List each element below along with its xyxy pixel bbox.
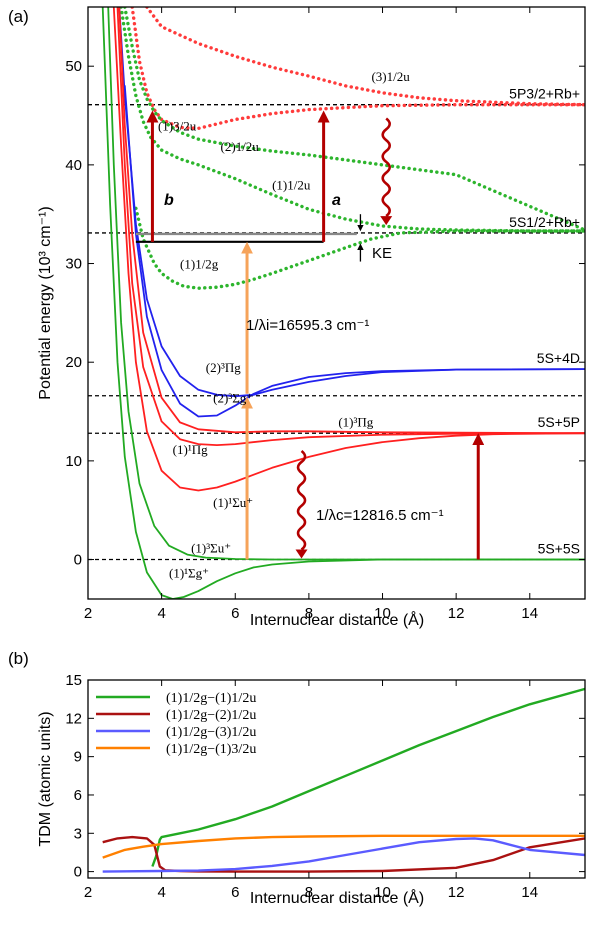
curve-label-1-g: (1)¹Σg⁺	[169, 565, 209, 580]
label-lambda-c: 1/λc=12816.5 cm⁻¹	[316, 507, 444, 524]
a-y-tick-label: 40	[65, 157, 82, 174]
b-y-tick-label: 15	[65, 672, 82, 689]
series-1-g	[101, 7, 585, 599]
panel-a-label: (a)	[8, 7, 29, 26]
asymptote-label-5s-5p: 5S+5P	[538, 414, 580, 430]
tdm-series-1-1-2g-1-1-2u	[151, 687, 585, 867]
b-y-tick-label: 9	[74, 749, 82, 766]
curve-label-3-1-2u: (3)1/2u	[371, 69, 410, 84]
curve-label-1-1-2u: (1)1/2u	[272, 178, 311, 193]
a-x-tick-label: 2	[84, 605, 92, 622]
series-1-g	[116, 7, 585, 447]
curve-label-2-1-2u: (2)1/2u	[221, 139, 260, 154]
series-2-g	[123, 85, 585, 418]
legend-label-1-1-2g-1-1-2u: (1)1/2g−(1)1/2u	[166, 691, 256, 706]
b-x-tick-label: 14	[521, 884, 538, 901]
a-y-ticks: 0 10 20 30 40 50	[65, 58, 585, 569]
a-y-tick-label: 50	[65, 58, 82, 75]
asymptote-label-5s-5s: 5S+5S	[538, 541, 580, 557]
series-1-g	[118, 7, 585, 435]
series-2-1-2u	[123, 7, 585, 232]
label-a: a	[332, 192, 341, 209]
a-y-tick-label: 30	[65, 256, 82, 273]
wavy-arrow-upper	[381, 117, 391, 218]
b-series-group	[102, 687, 585, 873]
curve-label-1-g: (1)¹Πg	[173, 442, 208, 457]
curve-label-1-u: (1)¹Σu⁺	[213, 495, 253, 510]
curve-label-1-3-2u: (1)3/2u	[158, 118, 197, 133]
asymptote-label-5s1-2-rb: 5S1/2+Rb+	[509, 214, 580, 230]
a-y-axis-label: Potential energy (10³ cm⁻¹)	[37, 206, 54, 399]
curve-label-1-u: (1)³Σu⁺	[191, 541, 231, 556]
b-y-tick-label: 3	[74, 825, 82, 842]
a-x-tick-label: 10	[374, 605, 391, 622]
a-x-tick-label: 4	[157, 605, 165, 622]
a-x-tick-label: 8	[305, 605, 313, 622]
b-x-tick-label: 6	[231, 884, 239, 901]
b-y-tick-label: 12	[65, 710, 82, 727]
a-x-axis-label: Internuclear distance (Å)	[250, 610, 424, 629]
series-1-u	[112, 7, 585, 492]
b-x-ticks: 2 4 6 8 10 12 14	[84, 680, 538, 901]
legend-label-1-1-2g-3-1-2u: (1)1/2g−(3)1/2u	[166, 725, 256, 740]
b-y-tick-label: 0	[74, 864, 82, 881]
wavy-arrow-upper-head	[380, 216, 393, 226]
label-lambda-i: 1/λi=16595.3 cm⁻¹	[246, 317, 369, 334]
b-plot-frame	[87, 679, 586, 879]
b-x-tick-label: 2	[84, 884, 92, 901]
a-x-tick-label: 12	[448, 605, 465, 622]
panel-a: (a) 2 4 6 8 10 12 14 0 10 20 30 40 50 (3)1/2u (1)3/2…	[8, 6, 586, 629]
curve-label-2-g: (2)³Πg	[206, 360, 241, 375]
b-y-tick-label: 6	[74, 787, 82, 804]
panel-b-label: (b)	[8, 649, 29, 668]
a-x-tick-label: 6	[231, 605, 239, 622]
series-2-g	[118, 7, 585, 398]
b-y-axis-label: TDM (atomic units)	[37, 711, 54, 846]
a-asymptote-labels: 5P3/2+Rb+ 5S1/2+Rb+ 5S+4D 5S+5P 5S+5S	[509, 86, 580, 557]
tdm-series-1-1-2g-1-3-2u	[102, 834, 585, 859]
asymptote-label-5s-4d: 5S+4D	[537, 350, 580, 366]
a-x-tick-label: 14	[521, 605, 538, 622]
curve-label-1-1-2g: (1)1/2g	[180, 256, 219, 271]
tdm-series-1-1-2g-3-1-2u	[102, 837, 585, 873]
a-plot-frame	[87, 6, 586, 600]
a-y-tick-label: 0	[74, 552, 82, 569]
a-transition-arrows	[135, 110, 485, 560]
wavy-arrow-lower	[296, 449, 307, 551]
b-x-tick-label: 4	[157, 884, 165, 901]
b-y-ticks: 0 3 6 9 12 15	[65, 672, 585, 881]
legend-label-1-1-2g-1-3-2u: (1)1/2g−(1)3/2u	[166, 742, 256, 757]
a-x-ticks: 2 4 6 8 10 12 14	[84, 7, 538, 622]
wavy-arrow-lower-head	[295, 549, 308, 559]
a-series-group	[101, 7, 585, 599]
asymptote-label-5p3-2-rb: 5P3/2+Rb+	[509, 86, 580, 102]
legend-label-1-1-2g-2-1-2u: (1)1/2g−(2)1/2u	[166, 708, 256, 723]
curve-label-1-g: (1)³Πg	[338, 414, 373, 429]
b-legend: (1)1/2g−(1)1/2u (1)1/2g−(2)1/2u (1)1/2g−(3…	[96, 691, 256, 757]
b-x-tick-label: 12	[448, 884, 465, 901]
a-curve-labels: (3)1/2u (1)3/2u (2)1/2u (1)1/2u (1)1/2g (2)³Π…	[158, 69, 410, 580]
curve-label-2-g: (2)³Σg⁺	[213, 391, 253, 406]
series-3-1-2u	[145, 7, 585, 107]
series-1-u	[107, 7, 585, 561]
b-x-tick-label: 10	[374, 884, 391, 901]
b-x-tick-label: 8	[305, 884, 313, 901]
b-x-axis-label: Internuclear distance (Å)	[250, 888, 424, 907]
series-1-1-2g	[134, 206, 585, 290]
a-y-tick-label: 20	[65, 354, 82, 371]
a-y-tick-label: 10	[65, 453, 82, 470]
label-ke: KE	[372, 245, 392, 262]
series-1-3-2u	[130, 7, 585, 131]
series-1-1-2u	[119, 7, 585, 233]
label-b: b	[164, 192, 174, 209]
